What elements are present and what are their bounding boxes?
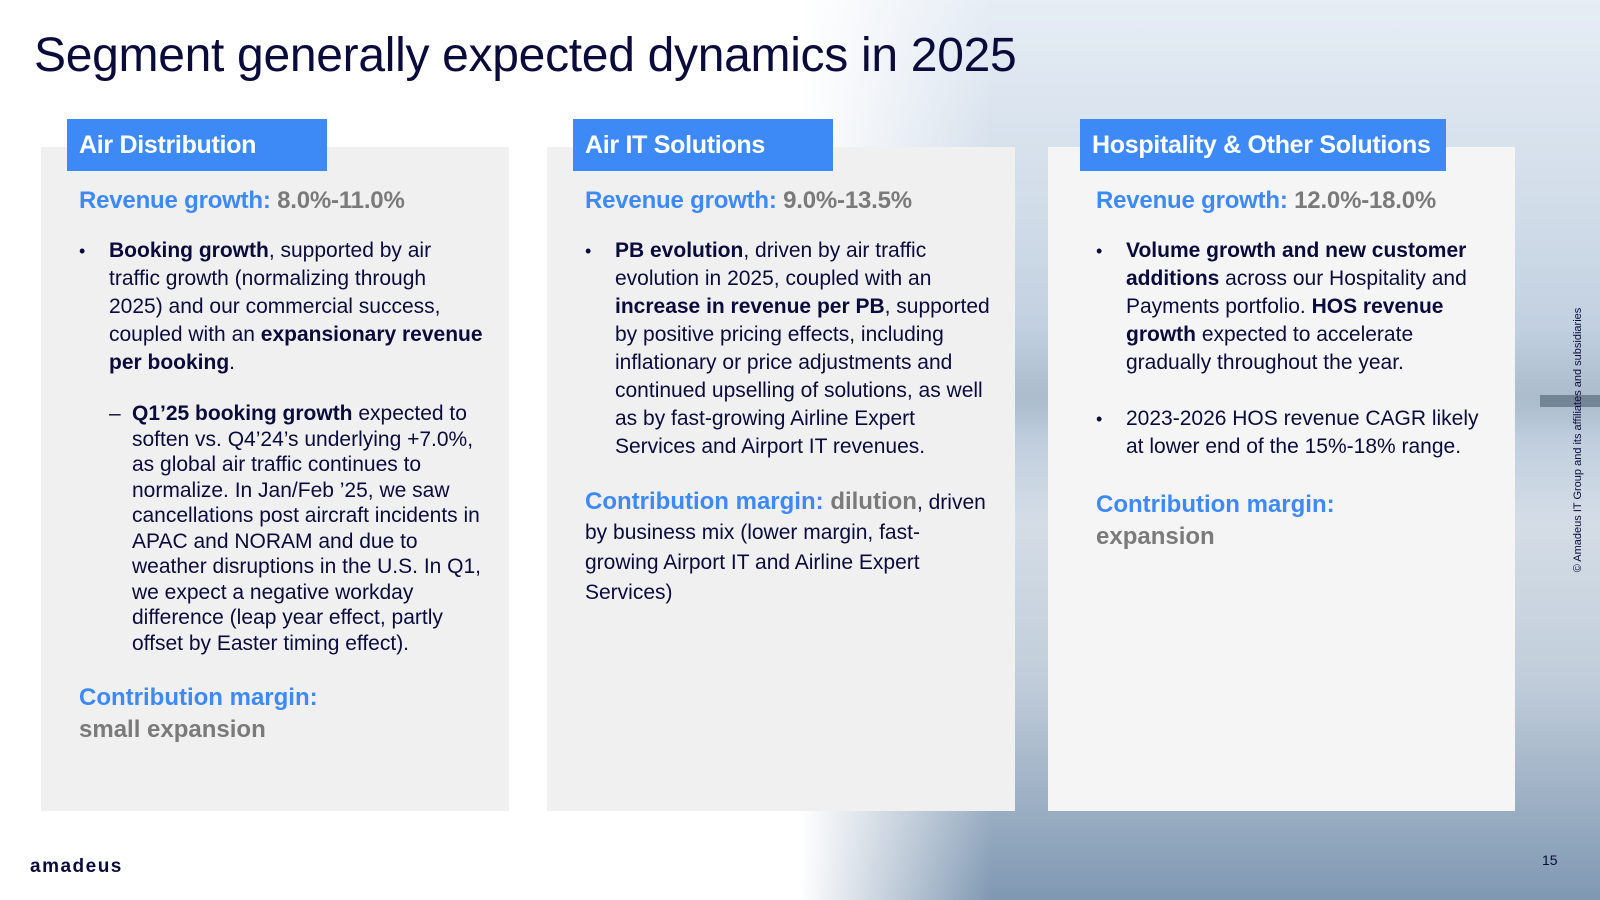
bullet-text: , supported by air traffic growth (norma…	[109, 239, 441, 346]
list-item: Booking growth, supported by air traffic…	[79, 237, 485, 377]
card-tag: Air Distribution	[67, 119, 327, 171]
sub-bullet: – Q1’25 booking growth expected to soften…	[79, 401, 485, 656]
copyright-notice: © Amadeus IT Group and its affiliates an…	[1572, 307, 1584, 573]
contribution-margin-value: small expansion	[79, 716, 266, 743]
bullet-bold: PB evolution	[615, 239, 744, 262]
page-number: 15	[1542, 852, 1558, 868]
revenue-growth: Revenue growth: 8.0%-11.0%	[79, 187, 485, 215]
card-body: Revenue growth: 12.0%-18.0% Volume growt…	[1096, 187, 1491, 553]
revenue-growth: Revenue growth: 12.0%-18.0%	[1096, 187, 1491, 215]
contribution-margin-label: Contribution margin:	[79, 684, 318, 711]
contribution-margin-label: Contribution margin:	[585, 488, 824, 515]
bullet-text: .	[229, 351, 236, 374]
page-title: Segment generally expected dynamics in 2…	[34, 29, 1017, 82]
bullet-text: across our Hospitality and Payments port…	[1126, 267, 1467, 318]
list-item: 2023-2026 HOS revenue CAGR likely at low…	[1096, 405, 1491, 461]
list-item: PB evolution, driven by air traffic evol…	[585, 237, 991, 461]
background-bridge	[1540, 395, 1600, 407]
bullet-list: PB evolution, driven by air traffic evol…	[585, 237, 991, 461]
bullet-text: expected to accelerate gradually through…	[1126, 323, 1414, 374]
card-tag: Hospitality & Other Solutions	[1080, 119, 1446, 171]
contribution-margin: Contribution margin: small expansion	[79, 682, 485, 746]
card-tag: Air IT Solutions	[573, 119, 833, 171]
bullet-bold: Booking growth	[109, 239, 269, 262]
bullet-text: , driven by air traffic evolution in 202…	[615, 239, 932, 290]
card-hospitality-other-solutions: Hospitality & Other Solutions Revenue gr…	[1048, 119, 1515, 811]
list-item: Volume growth and new customer additions…	[1096, 237, 1491, 377]
bullet-bold: expansionary revenue per booking	[109, 323, 483, 374]
revenue-growth-value: 8.0%-11.0%	[277, 187, 405, 214]
sub-bullet-text: expected to soften vs. Q4’24’s underlyin…	[132, 402, 482, 655]
contribution-margin-text: , driven by business mix (lower margin, …	[585, 491, 986, 604]
revenue-growth-label: Revenue growth:	[585, 187, 777, 214]
bullet-bold: increase in revenue per PB	[615, 295, 885, 318]
bullet-text: , supported by positive pricing effects,…	[615, 295, 990, 458]
revenue-growth-label: Revenue growth:	[79, 187, 271, 214]
contribution-margin: Contribution margin: expansion	[1096, 489, 1491, 553]
card-body: Revenue growth: 9.0%-13.5% PB evolution,…	[585, 187, 991, 607]
sub-bullet-bold: Q1’25 booking growth	[132, 402, 353, 425]
card-air-distribution: Air Distribution Revenue growth: 8.0%-11…	[41, 119, 509, 811]
contribution-margin-value: dilution	[830, 488, 917, 515]
bullet-list: Booking growth, supported by air traffic…	[79, 237, 485, 377]
contribution-margin-value: expansion	[1096, 523, 1215, 550]
amadeus-logo: amadeus	[30, 856, 123, 877]
revenue-growth: Revenue growth: 9.0%-13.5%	[585, 187, 991, 215]
bullet-list: Volume growth and new customer additions…	[1096, 237, 1491, 461]
card-air-it-solutions: Air IT Solutions Revenue growth: 9.0%-13…	[547, 119, 1015, 811]
dash-marker: –	[109, 402, 121, 425]
revenue-growth-label: Revenue growth:	[1096, 187, 1288, 214]
contribution-margin: Contribution margin: dilution, driven by…	[585, 487, 991, 607]
revenue-growth-value: 12.0%-18.0%	[1294, 187, 1437, 214]
bullet-bold: Volume growth and new customer additions	[1126, 239, 1467, 290]
revenue-growth-value: 9.0%-13.5%	[783, 187, 912, 214]
contribution-margin-label: Contribution margin:	[1096, 491, 1335, 518]
bullet-bold: HOS revenue growth	[1126, 295, 1444, 346]
card-body: Revenue growth: 8.0%-11.0% Booking growt…	[79, 187, 485, 746]
